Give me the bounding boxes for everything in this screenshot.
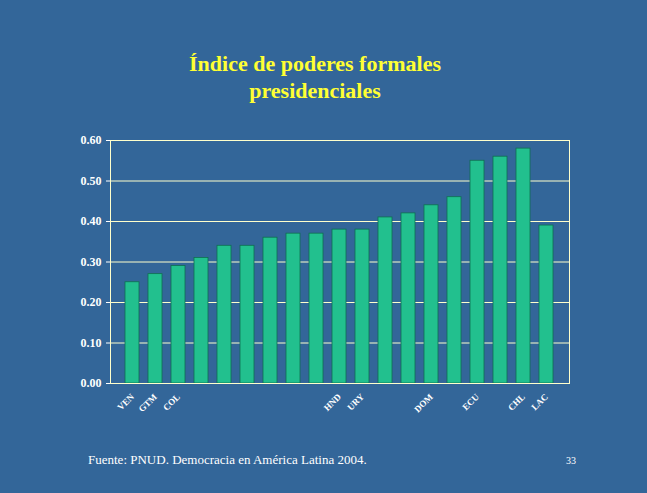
html-text:Fuente: PNUD. Democracia en Am: Fuente: PNUD. Democracia en América Lati… — [88, 452, 367, 467]
svg-text:0.10: 0.10 — [81, 336, 102, 350]
svg-text:0.20: 0.20 — [81, 295, 102, 309]
svg-text:URY: URY — [345, 391, 366, 412]
svg-text:CHL: CHL — [506, 392, 527, 413]
svg-text:LAC: LAC — [529, 392, 550, 413]
svg-text:VEN: VEN — [115, 391, 136, 412]
svg-text:0.30: 0.30 — [81, 255, 102, 269]
svg-text:DOM: DOM — [412, 391, 435, 414]
svg-text:0.60: 0.60 — [81, 133, 102, 147]
svg-text:0.50: 0.50 — [81, 174, 102, 188]
svg-text:GTM: GTM — [137, 391, 160, 414]
svg-text:ECU: ECU — [460, 391, 481, 412]
svg-text:0.00: 0.00 — [81, 376, 102, 390]
html-text:Índice de poderes formales pre: Índice de poderes formales presidenciale… — [189, 51, 441, 103]
html-text:33: 33 — [566, 455, 576, 466]
svg-text:HND: HND — [322, 391, 344, 413]
svg-text:0.40: 0.40 — [81, 214, 102, 228]
svg-text:COL: COL — [161, 392, 182, 413]
